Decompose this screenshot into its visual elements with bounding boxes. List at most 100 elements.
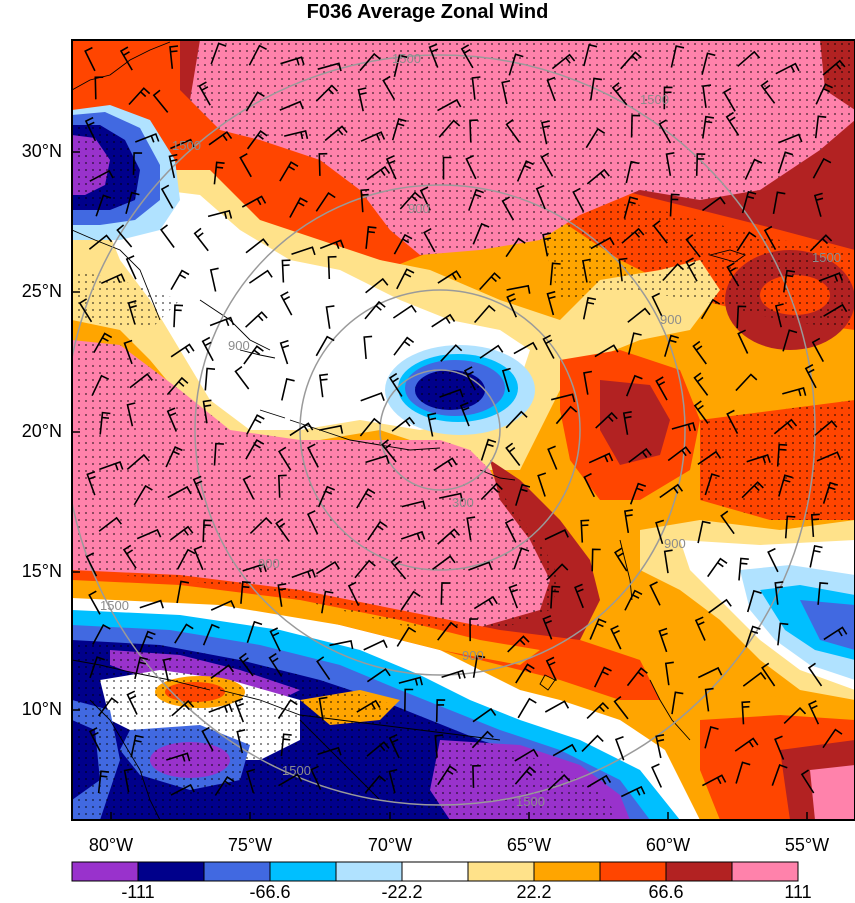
wind-barb [627, 332, 642, 355]
wind-barb [88, 590, 101, 615]
wind-barb [697, 666, 723, 679]
wind-barb [552, 743, 577, 757]
ring-label: 900 [258, 556, 280, 571]
colorbar-swatch [401, 861, 469, 882]
wind-barb [166, 407, 178, 432]
wind-barb [625, 160, 640, 184]
wind-barb [393, 54, 408, 77]
wind-barb [84, 116, 97, 142]
wind-barb [542, 615, 553, 640]
wind-barb [468, 561, 493, 571]
wind-barb [281, 378, 295, 401]
wind-barb [816, 451, 842, 462]
colorbar-label: 22.2 [516, 882, 552, 902]
wind-barb [245, 414, 265, 435]
wind-barb [321, 590, 334, 614]
ring-label: 1500 [282, 763, 311, 778]
wind-barb [236, 729, 246, 754]
wind-barb [88, 234, 113, 250]
wind-barb [734, 737, 759, 752]
wind-barb [319, 373, 328, 398]
wind-barb [613, 695, 629, 720]
wind-barb [549, 262, 561, 286]
wind-barb [291, 246, 316, 256]
wind-barb [135, 132, 160, 143]
wind-barb [315, 191, 336, 212]
colorbar-label: -66.6 [249, 882, 291, 902]
wind-barb [437, 528, 461, 545]
wind-barb [84, 46, 96, 72]
wind-barb [434, 734, 444, 758]
colorbar-swatch [137, 861, 205, 882]
wind-barb [360, 392, 385, 402]
colorbar-swatch [533, 861, 601, 882]
wind-barb [125, 255, 137, 280]
wind-barb [817, 582, 829, 605]
wind-barb [132, 152, 143, 175]
axis-ticks [72, 151, 808, 820]
wind-barb [367, 520, 388, 541]
wind-barb [213, 442, 224, 466]
wind-barb [393, 336, 415, 356]
wind-barb [85, 552, 98, 577]
wind-barb [123, 768, 133, 793]
wind-barb [400, 590, 421, 611]
wind-barb [246, 129, 268, 150]
wind-barb [277, 446, 292, 471]
wind-barb [625, 374, 643, 397]
wind-barb [396, 626, 417, 647]
ring-label: 1500 [640, 92, 669, 107]
ring-label: 1500 [812, 250, 841, 265]
wind-barb [213, 161, 225, 185]
wind-barb [126, 453, 150, 471]
wind-barb [822, 728, 843, 749]
wind-barb [506, 293, 518, 318]
wind-barb [307, 443, 319, 468]
latitude-label: 30°N [21, 141, 62, 161]
wind-barb [736, 305, 747, 329]
wind-barb [778, 474, 793, 497]
wind-barb [437, 270, 462, 284]
wind-barb [501, 196, 515, 221]
wind-barb [627, 307, 651, 323]
wind-barb [586, 774, 612, 788]
wind-barb [741, 481, 764, 499]
wind-barb [193, 227, 209, 252]
wind-barb [431, 313, 456, 328]
wind-barb [442, 156, 452, 180]
latitude-label: 15°N [21, 561, 62, 581]
wind-barb [139, 599, 164, 609]
wind-barb [382, 75, 396, 100]
wind-barb [725, 111, 740, 136]
wind-barb [324, 125, 348, 142]
wind-barb [655, 376, 668, 401]
wind-barb [774, 735, 785, 760]
wind-barb [210, 664, 235, 679]
wind-barb [622, 411, 632, 435]
wind-barb [139, 630, 156, 653]
wind-barb [702, 115, 715, 139]
wind-barb [317, 485, 336, 508]
wind-barb [629, 482, 647, 505]
wind-barb [363, 639, 388, 651]
wind-barb [241, 195, 267, 208]
wind-barb [469, 618, 479, 642]
wind-barb [586, 701, 610, 719]
wind-barb [277, 474, 287, 498]
wind-barb [433, 457, 458, 471]
wind-barb [208, 703, 233, 713]
wind-barb [401, 500, 426, 510]
wind-barb [813, 192, 824, 217]
wind-barb [365, 277, 389, 294]
wind-barb [277, 699, 298, 719]
wind-barb [809, 544, 823, 568]
longitude-label: 60°W [645, 835, 691, 855]
wind-barb [167, 485, 192, 499]
wind-barb [165, 446, 183, 468]
wind-barb [501, 367, 511, 393]
wind-barb [708, 598, 732, 614]
colorbar-swatch [71, 861, 139, 882]
wind-barb [360, 188, 370, 213]
wind-barb [693, 372, 709, 396]
